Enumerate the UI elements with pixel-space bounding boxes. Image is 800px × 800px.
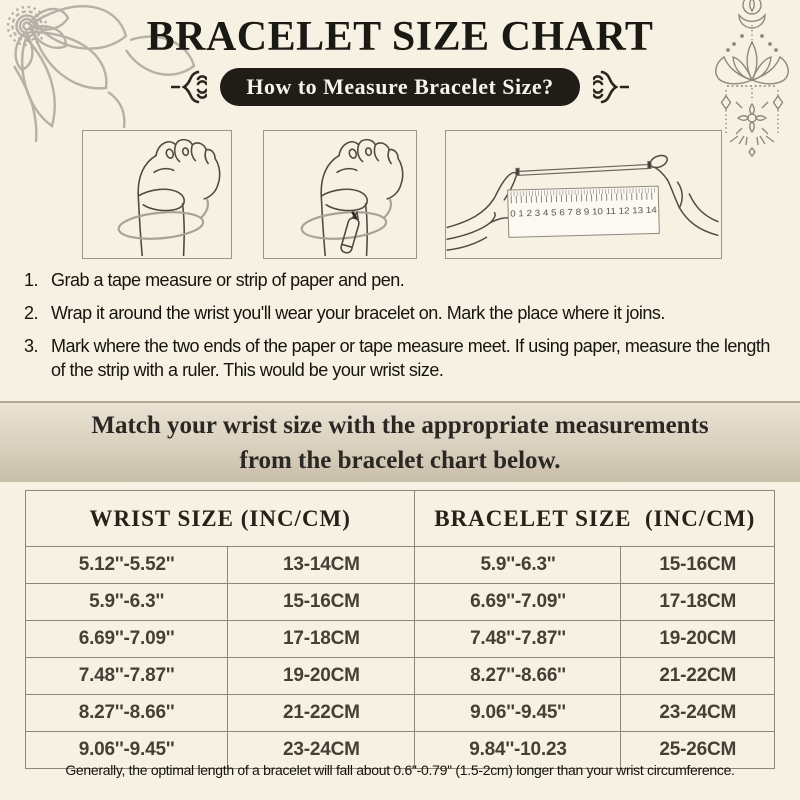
left-flourish-icon xyxy=(171,70,208,104)
bracelet-cm: 21-22CM xyxy=(620,657,775,695)
banner-line-2: from the bracelet chart below. xyxy=(239,447,561,474)
table-row: 5.9''-6.3'' 15-16CM 6.69''-7.09'' 17-18C… xyxy=(24,583,775,621)
bracelet-cm: 15-16CM xyxy=(620,546,775,584)
lotus-hanging-decoration-icon xyxy=(715,0,789,158)
bracelet-cm: 19-20CM xyxy=(620,620,775,658)
wrist-size-header: WRIST SIZE (INC/CM) xyxy=(24,490,416,547)
bracelet-cm: 17-18CM xyxy=(620,583,775,621)
step-1-number: 1. xyxy=(24,270,39,290)
table-row: 5.12''-5.52'' 13-14CM 5.9''-6.3'' 15-16C… xyxy=(24,546,775,584)
table-row: 6.69''-7.09'' 17-18CM 7.48''-7.87'' 19-2… xyxy=(24,620,775,658)
table-row: 7.48''-7.87'' 19-20CM 8.27''-8.66'' 21-2… xyxy=(24,657,775,695)
wrist-inch: 5.9''-6.3'' xyxy=(24,583,229,621)
measuring-steps: 1. Grab a tape measure or strip of paper… xyxy=(24,268,780,391)
step-2-number: 2. xyxy=(24,303,39,323)
bracelet-inch: 8.27''-8.66'' xyxy=(414,657,622,695)
how-to-measure-badge-row: How to Measure Bracelet Size? xyxy=(0,68,800,106)
step-3-number: 3. xyxy=(24,336,39,356)
wrist-cm: 13-14CM xyxy=(227,546,416,584)
wrist-inch: 9.06''-9.45'' xyxy=(24,731,229,769)
size-table: WRIST SIZE (INC/CM) BRACELET SIZE (INC/C… xyxy=(24,490,775,769)
right-flourish-icon xyxy=(592,70,629,104)
table-row: 8.27''-8.66'' 21-22CM 9.06''-9.45'' 23-2… xyxy=(24,694,775,732)
match-size-banner: Match your wrist size with the appropria… xyxy=(0,401,800,482)
step-2-text: Wrap it around the wrist you'll wear you… xyxy=(51,303,665,323)
bracelet-size-header: BRACELET SIZE (INC/CM) xyxy=(414,490,775,547)
step-3: 3. Mark where the two ends of the paper … xyxy=(24,334,780,382)
table-row: 9.06''-9.45'' 23-24CM 9.84''-10.23 25-26… xyxy=(24,731,775,769)
wrist-cm: 19-20CM xyxy=(227,657,416,695)
bracelet-inch: 5.9''-6.3'' xyxy=(414,546,622,584)
illustration-measure-ruler: 0 1 2 3 4 5 6 7 8 9 10 11 12 13 14 xyxy=(445,130,722,259)
step-3-text: Mark where the two ends of the paper or … xyxy=(51,336,770,380)
wrist-inch: 5.12''-5.52'' xyxy=(24,546,229,584)
wrist-cm: 23-24CM xyxy=(227,731,416,769)
mandala-corner-decoration-icon xyxy=(6,5,196,142)
ruler-numbers: 0 1 2 3 4 5 6 7 8 9 10 11 12 13 14 xyxy=(510,205,657,219)
how-to-measure-badge: How to Measure Bracelet Size? xyxy=(220,68,580,106)
wrist-inch: 7.48''-7.87'' xyxy=(24,657,229,695)
wrist-cm: 17-18CM xyxy=(227,620,416,658)
bracelet-inch: 6.69''-7.09'' xyxy=(414,583,622,621)
table-header-row: WRIST SIZE (INC/CM) BRACELET SIZE (INC/C… xyxy=(24,490,775,547)
bracelet-cm: 23-24CM xyxy=(620,694,775,732)
illustration-mark-with-pen xyxy=(263,130,417,259)
bracelet-inch: 7.48''-7.87'' xyxy=(414,620,622,658)
wrist-cm: 21-22CM xyxy=(227,694,416,732)
wrist-inch: 8.27''-8.66'' xyxy=(24,694,229,732)
wrist-inch: 6.69''-7.09'' xyxy=(24,620,229,658)
bracelet-inch: 9.84''-10.23 xyxy=(414,731,622,769)
step-1: 1. Grab a tape measure or strip of paper… xyxy=(24,268,780,292)
footer-note: Generally, the optimal length of a brace… xyxy=(65,762,735,778)
page-title: BRACELET SIZE CHART xyxy=(146,14,654,60)
step-2: 2. Wrap it around the wrist you'll wear … xyxy=(24,301,780,325)
banner-line-1: Match your wrist size with the appropria… xyxy=(91,412,709,439)
wrist-cm: 15-16CM xyxy=(227,583,416,621)
bracelet-inch: 9.06''-9.45'' xyxy=(414,694,622,732)
step-1-text: Grab a tape measure or strip of paper an… xyxy=(51,270,405,290)
illustration-wrap-tape xyxy=(82,130,232,259)
bracelet-cm: 25-26CM xyxy=(620,731,775,769)
